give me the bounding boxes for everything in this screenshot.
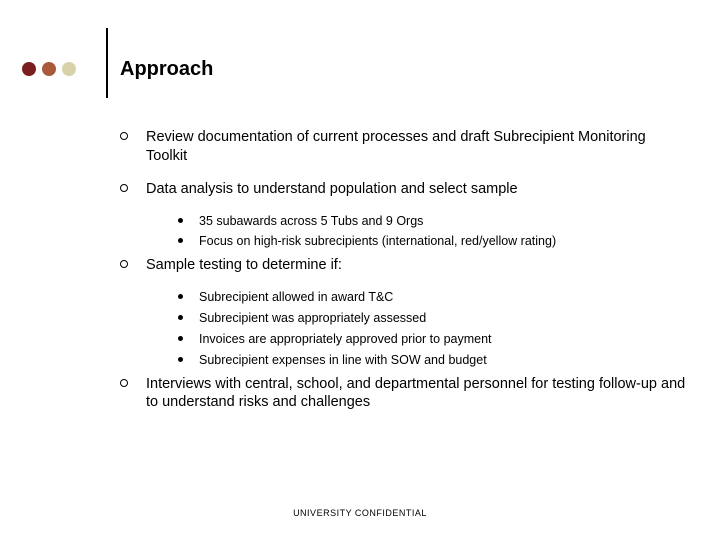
circle-bullet-icon	[120, 184, 128, 192]
circle-bullet-icon	[120, 260, 128, 268]
bullet-item: Interviews with central, school, and dep…	[120, 375, 690, 413]
bullet-text: Data analysis to understand population a…	[146, 180, 518, 199]
sub-bullet-list: Subrecipient allowed in award T&C Subreci…	[178, 289, 690, 369]
bullet-text: Interviews with central, school, and dep…	[146, 375, 690, 413]
sub-bullet-text: Invoices are appropriately approved prio…	[199, 331, 492, 348]
sub-bullet-text: 35 subawards across 5 Tubs and 9 Orgs	[199, 213, 423, 230]
vertical-divider	[106, 28, 108, 98]
slide-footer: UNIVERSITY CONFIDENTIAL	[0, 508, 720, 518]
sub-bullet-text: Subrecipient was appropriately assessed	[199, 310, 426, 327]
bullet-text: Sample testing to determine if:	[146, 256, 342, 275]
sub-bullet-item: 35 subawards across 5 Tubs and 9 Orgs	[178, 213, 690, 230]
dot-bullet-icon	[178, 357, 183, 362]
dot-bullet-icon	[178, 315, 183, 320]
dot-bullet-icon	[178, 336, 183, 341]
dot-2	[42, 62, 56, 76]
bullet-text: Review documentation of current processe…	[146, 128, 690, 166]
sub-bullet-item: Invoices are appropriately approved prio…	[178, 331, 690, 348]
decorative-dots	[22, 62, 76, 76]
sub-bullet-item: Focus on high-risk subrecipients (intern…	[178, 233, 690, 250]
bullet-item: Review documentation of current processe…	[120, 128, 690, 166]
dot-bullet-icon	[178, 238, 183, 243]
slide-content: Review documentation of current processe…	[120, 128, 690, 426]
sub-bullet-list: 35 subawards across 5 Tubs and 9 Orgs Foc…	[178, 213, 690, 251]
sub-bullet-text: Subrecipient expenses in line with SOW a…	[199, 352, 487, 369]
sub-bullet-item: Subrecipient allowed in award T&C	[178, 289, 690, 306]
circle-bullet-icon	[120, 379, 128, 387]
sub-bullet-text: Focus on high-risk subrecipients (intern…	[199, 233, 556, 250]
dot-3	[62, 62, 76, 76]
slide-title: Approach	[120, 58, 213, 81]
bullet-item: Sample testing to determine if:	[120, 256, 690, 275]
sub-bullet-item: Subrecipient expenses in line with SOW a…	[178, 352, 690, 369]
dot-bullet-icon	[178, 294, 183, 299]
dot-1	[22, 62, 36, 76]
sub-bullet-item: Subrecipient was appropriately assessed	[178, 310, 690, 327]
slide: Approach Review documentation of current…	[0, 0, 720, 540]
sub-bullet-text: Subrecipient allowed in award T&C	[199, 289, 393, 306]
circle-bullet-icon	[120, 132, 128, 140]
bullet-item: Data analysis to understand population a…	[120, 180, 690, 199]
dot-bullet-icon	[178, 218, 183, 223]
